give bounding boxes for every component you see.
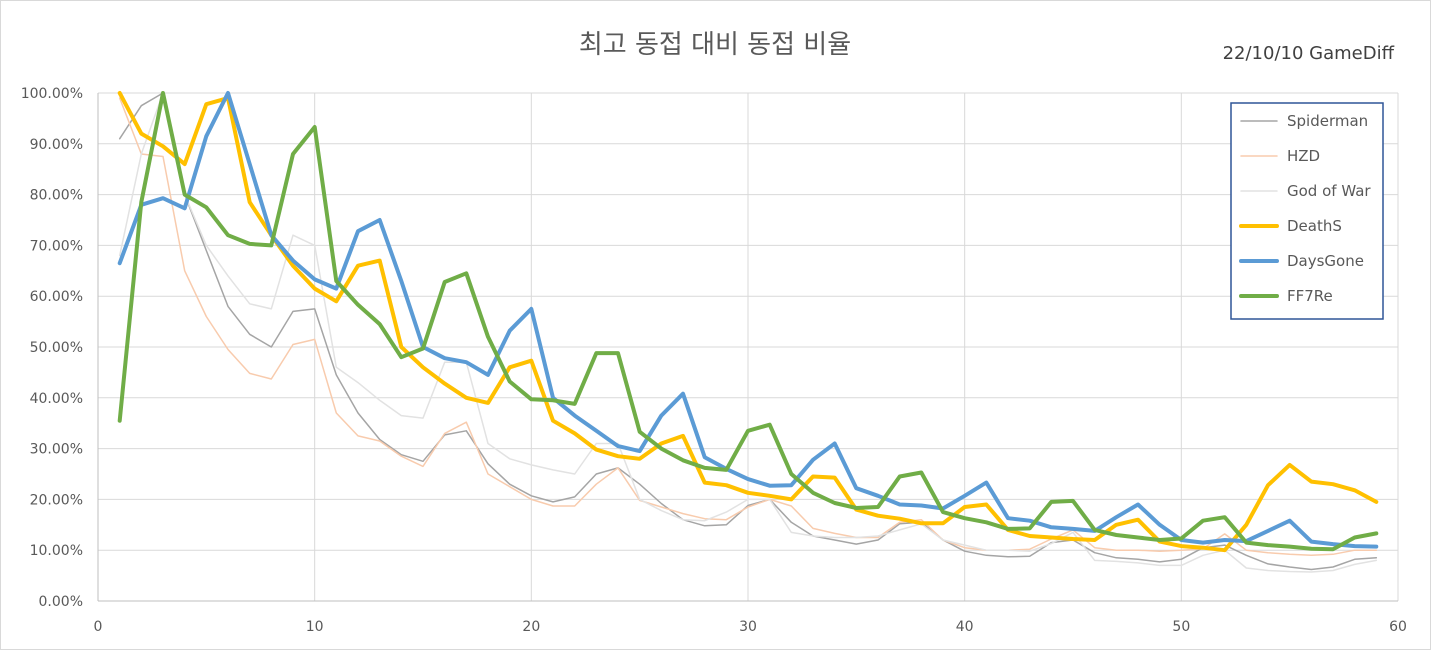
y-tick-label: 40.00% xyxy=(30,391,83,407)
series-line-ff7re xyxy=(117,91,1379,552)
x-tick-label: 0 xyxy=(94,619,103,635)
legend-box xyxy=(1230,102,1384,320)
chart-annotation: 22/10/10 GameDiff xyxy=(1223,43,1395,64)
x-tick-label: 30 xyxy=(739,619,757,635)
grid-layer xyxy=(98,92,1399,601)
legend: Spiderman HZD God of War DeathS DaysGone FF7R… xyxy=(1230,102,1384,320)
y-tick-label: 20.00% xyxy=(30,492,83,508)
y-tick-label: 80.00% xyxy=(30,188,83,204)
y-tick-label: 10.00% xyxy=(30,543,83,559)
x-tick-label: 60 xyxy=(1389,619,1407,635)
y-tick-label: 50.00% xyxy=(30,340,83,356)
legend-label-god-of-war: God of War xyxy=(1287,182,1371,200)
legend-label-deaths: DeathS xyxy=(1287,217,1342,235)
legend-label-ff7re: FF7Re xyxy=(1287,287,1333,305)
legend-label-hzd: HZD xyxy=(1287,147,1320,165)
legend-label-spiderman: Spiderman xyxy=(1287,112,1368,130)
y-tick-label: 30.00% xyxy=(30,442,83,458)
x-tick-label: 10 xyxy=(306,619,324,635)
y-tick-label: 0.00% xyxy=(39,594,83,610)
series-layer xyxy=(117,91,1379,573)
series-line-god-of-war xyxy=(118,92,1378,573)
y-tick-label: 100.00% xyxy=(21,86,83,102)
axis-layer: 0.00% 10.00% 20.00% 30.00% 40.00% 50.00% 60.00… xyxy=(21,86,1407,635)
series-line-spiderman xyxy=(118,92,1378,571)
x-tick-label: 50 xyxy=(1172,619,1190,635)
chart-title: 최고 동접 대비 동접 비율 xyxy=(579,30,851,60)
series-line-daysgone xyxy=(117,91,1379,549)
y-tick-label: 70.00% xyxy=(30,238,83,254)
series-line-deaths xyxy=(117,91,1379,553)
y-tick-label: 90.00% xyxy=(30,137,83,153)
legend-label-daysgone: DaysGone xyxy=(1287,252,1364,270)
x-tick-label: 20 xyxy=(522,619,540,635)
series-line-hzd xyxy=(118,97,1378,557)
y-tick-label: 60.00% xyxy=(30,289,83,305)
x-tick-label: 40 xyxy=(956,619,974,635)
